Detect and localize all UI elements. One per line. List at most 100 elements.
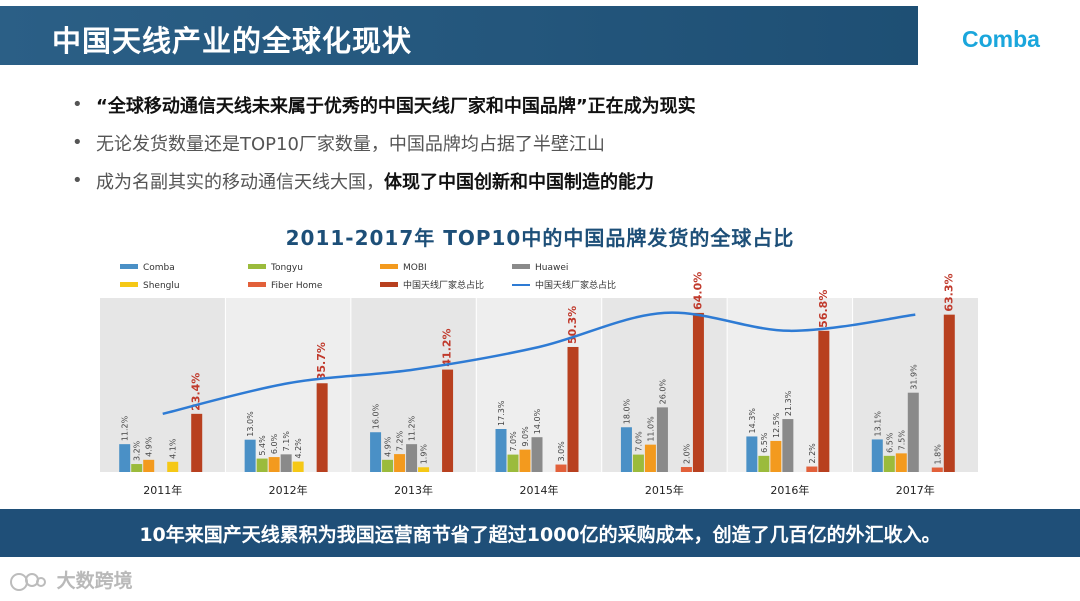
bar	[907, 392, 919, 472]
legend-label: Tongyu	[270, 263, 303, 273]
legend-label: Fiber Home	[271, 281, 323, 291]
data-label: 12.5%	[772, 412, 781, 438]
data-label: 9.0%	[521, 426, 530, 447]
legend-label: Comba	[143, 263, 175, 273]
bar	[316, 383, 328, 472]
bar	[680, 467, 692, 472]
bar	[442, 369, 454, 472]
legend-label: Huawei	[535, 263, 568, 273]
bar	[280, 454, 292, 472]
bullet-text-3-bold: 体现了中国创新和中国制造的能力	[384, 172, 654, 193]
data-label: 6.5%	[885, 432, 894, 453]
data-label: 18.0%	[622, 398, 631, 424]
legend-swatch	[248, 264, 266, 269]
x-tick-label: 2016年	[770, 483, 809, 497]
data-label: 21.3%	[784, 390, 793, 416]
bullet-text-3: 成为名副其实的移动通信天线大国，体现了中国创新和中国制造的能力	[96, 168, 654, 194]
data-label: 50.3%	[566, 306, 579, 344]
x-tick-label: 2012年	[269, 483, 308, 497]
legend-swatch	[380, 282, 398, 287]
bar	[806, 466, 818, 472]
legend-swatch	[120, 282, 138, 287]
bar	[131, 464, 143, 472]
data-label: 2.2%	[808, 443, 817, 464]
data-label: 11.0%	[646, 416, 655, 442]
data-label: 4.9%	[384, 436, 393, 457]
footer-text: 10年来国产天线累积为我国运营商节省了超过1000亿的采购成本，创造了几百亿的外…	[139, 524, 941, 546]
data-label: 7.5%	[897, 430, 906, 451]
bullet-text-2: 无论发货数量还是TOP10厂家数量，中国品牌均占据了半壁江山	[96, 134, 605, 155]
data-label: 13.1%	[873, 411, 882, 437]
data-label: 56.8%	[817, 290, 830, 328]
legend-swatch	[512, 264, 530, 269]
watermark-logo-icon	[10, 572, 46, 591]
bar	[268, 457, 280, 472]
data-label: 31.9%	[909, 364, 918, 390]
legend-swatch	[248, 282, 266, 287]
data-label: 7.1%	[282, 431, 291, 452]
bar	[656, 407, 668, 472]
x-tick-label: 2017年	[896, 483, 935, 497]
bullet-text-1: “全球移动通信天线未来属于优秀的中国天线厂家和中国品牌”正在成为现实	[96, 96, 696, 117]
data-label: 63.3%	[942, 273, 955, 311]
legend-label: Shenglu	[143, 281, 180, 291]
bullet-text-3-normal: 成为名副其实的移动通信天线大国，	[96, 172, 384, 193]
plot-band	[100, 298, 226, 472]
bar	[495, 428, 507, 472]
bar	[191, 413, 203, 472]
watermark: 大数跨境	[10, 566, 133, 593]
data-label: 1.9%	[420, 444, 429, 465]
bullet-item-1: • “全球移动通信天线未来属于优秀的中国天线厂家和中国品牌”正在成为现实	[72, 92, 972, 130]
bar	[632, 454, 644, 472]
bar	[782, 419, 794, 472]
data-label: 4.2%	[294, 438, 303, 459]
bullet-dot-icon: •	[72, 132, 83, 153]
x-tick-label: 2015年	[645, 483, 684, 497]
data-label: 3.2%	[133, 440, 142, 461]
bar	[620, 427, 632, 472]
legend-label: 中国天线厂家总占比	[535, 279, 616, 291]
data-label: 7.0%	[634, 431, 643, 452]
comba-logo: Comba	[962, 26, 1040, 52]
bar	[895, 453, 907, 472]
bar	[943, 314, 955, 472]
x-tick-label: 2011年	[143, 483, 182, 497]
data-label: 23.4%	[190, 373, 203, 411]
data-label: 26.0%	[658, 379, 667, 405]
bar	[818, 330, 830, 472]
bullet-item-2: • 无论发货数量还是TOP10厂家数量，中国品牌均占据了半壁江山	[72, 130, 972, 168]
bar	[931, 467, 943, 472]
footer-bar: 10年来国产天线累积为我国运营商节省了超过1000亿的采购成本，创造了几百亿的外…	[0, 509, 1080, 557]
page-title: 中国天线产业的全球化现状	[52, 24, 413, 58]
data-label: 7.2%	[396, 430, 405, 451]
data-label: 16.0%	[372, 403, 381, 429]
bar	[370, 432, 382, 472]
data-label: 2.0%	[682, 443, 691, 464]
bar	[692, 312, 704, 472]
bar	[143, 459, 155, 472]
bullet-list: • “全球移动通信天线未来属于优秀的中国天线厂家和中国品牌”正在成为现实 • 无…	[72, 92, 972, 206]
data-label: 5.4%	[258, 435, 267, 456]
data-label: 17.3%	[497, 400, 506, 426]
bar	[746, 436, 758, 472]
bar	[883, 455, 895, 472]
bar	[244, 439, 256, 472]
data-label: 6.5%	[760, 432, 769, 453]
data-label: 13.0%	[246, 411, 255, 437]
title-bar: 中国天线产业的全球化现状	[0, 6, 918, 65]
bar	[119, 444, 131, 472]
data-label: 64.0%	[691, 272, 704, 310]
data-label: 6.0%	[270, 433, 279, 454]
legend-swatch	[380, 264, 398, 269]
data-label: 4.1%	[169, 438, 178, 459]
legend-swatch	[120, 264, 138, 269]
bullet-dot-icon: •	[72, 170, 83, 191]
bar	[758, 455, 770, 472]
bar	[256, 458, 268, 472]
bar	[531, 437, 543, 472]
legend-label: 中国天线厂家总占比	[403, 279, 484, 291]
data-label: 11.2%	[408, 415, 417, 441]
bar	[167, 461, 179, 472]
data-label: 4.9%	[145, 436, 154, 457]
bar	[394, 454, 406, 472]
